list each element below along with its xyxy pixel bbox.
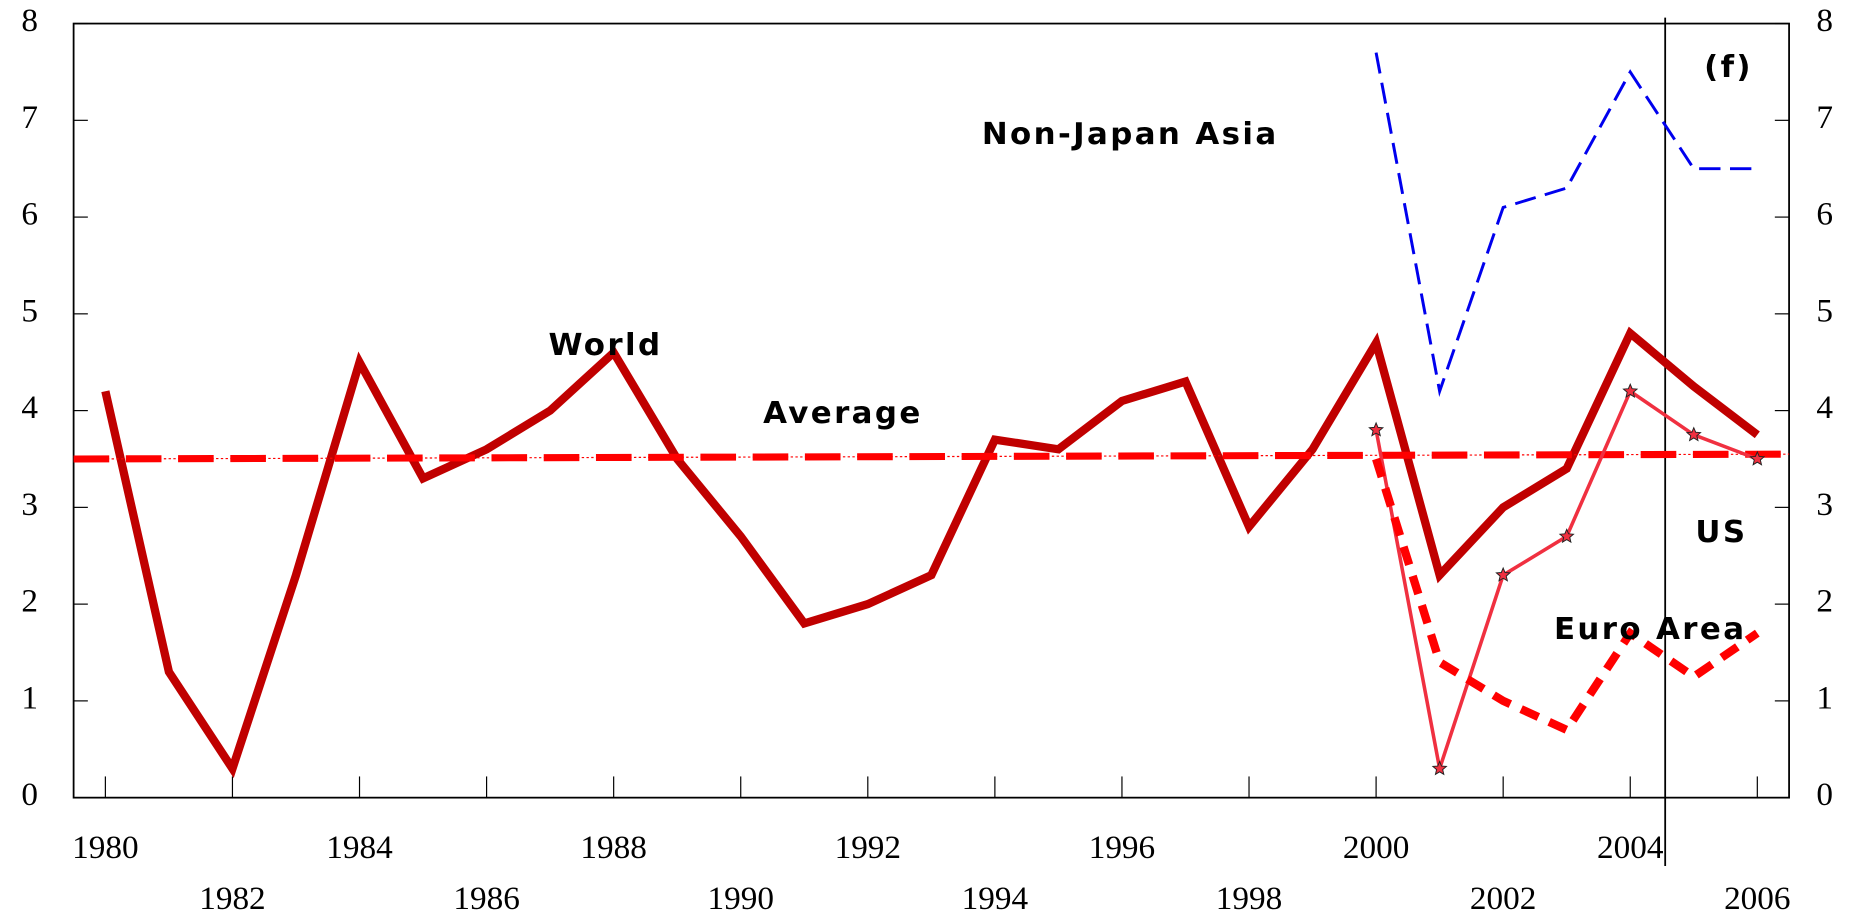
y2-tick-label: 6 [1816,196,1833,233]
x-tick-label: 2002 [1470,880,1536,917]
y2-tick-label: 1 [1816,680,1833,717]
marker [1622,382,1639,398]
y2-tick-label: 8 [1816,2,1833,39]
x-tick-label: 1984 [326,829,393,866]
y-tick-label: 2 [21,583,38,620]
x-tick-label: 1982 [199,880,265,917]
x-tick-label: 1986 [453,880,519,917]
series-line [1374,52,1758,398]
y-tick-label: 3 [21,486,38,523]
series-line [1374,388,1758,770]
x-tick-label: 1988 [580,829,646,866]
marker [1431,760,1448,776]
x-tick-label: 1990 [707,880,773,917]
y-tick-label: 0 [21,776,38,813]
series-label: US [1695,514,1747,550]
y2-tick-label: 7 [1816,99,1833,136]
series-label: Non-Japan Asia [982,116,1279,152]
annotation: (f) [1704,49,1753,85]
x-tick-label: 2006 [1724,880,1790,917]
series-label: Average [763,395,923,431]
y2-tick-label: 0 [1816,776,1833,813]
y2-tick-label: 2 [1816,583,1833,620]
x-tick-label: 1980 [72,829,138,866]
x-tick-label: 1994 [962,880,1029,917]
x-tick-label: 2000 [1343,829,1409,866]
series-line [1372,457,1760,736]
y2-tick-label: 3 [1816,486,1833,523]
y2-tick-label: 5 [1816,293,1833,330]
marker [1749,450,1766,466]
series-label: World [548,327,662,363]
marker [1368,421,1385,437]
series-line [73,450,1790,463]
y-tick-label: 8 [21,2,38,39]
x-tick-label: 1996 [1089,829,1155,866]
y2-tick-label: 4 [1816,389,1833,426]
y-tick-label: 4 [21,389,38,426]
plot-frame [72,22,1790,799]
x-tick-label: 1992 [835,829,901,866]
y-tick-label: 1 [21,680,38,717]
series-label: Euro Area [1554,611,1746,647]
marker [1558,528,1575,544]
series-line [101,326,1760,779]
y-tick-label: 6 [21,196,38,233]
marker [1495,566,1512,582]
x-tick-label: 1998 [1216,880,1282,917]
y-tick-label: 7 [21,99,38,136]
y-tick-label: 5 [21,293,38,330]
x-tick-label: 2004 [1597,829,1664,866]
marker [1685,426,1702,442]
